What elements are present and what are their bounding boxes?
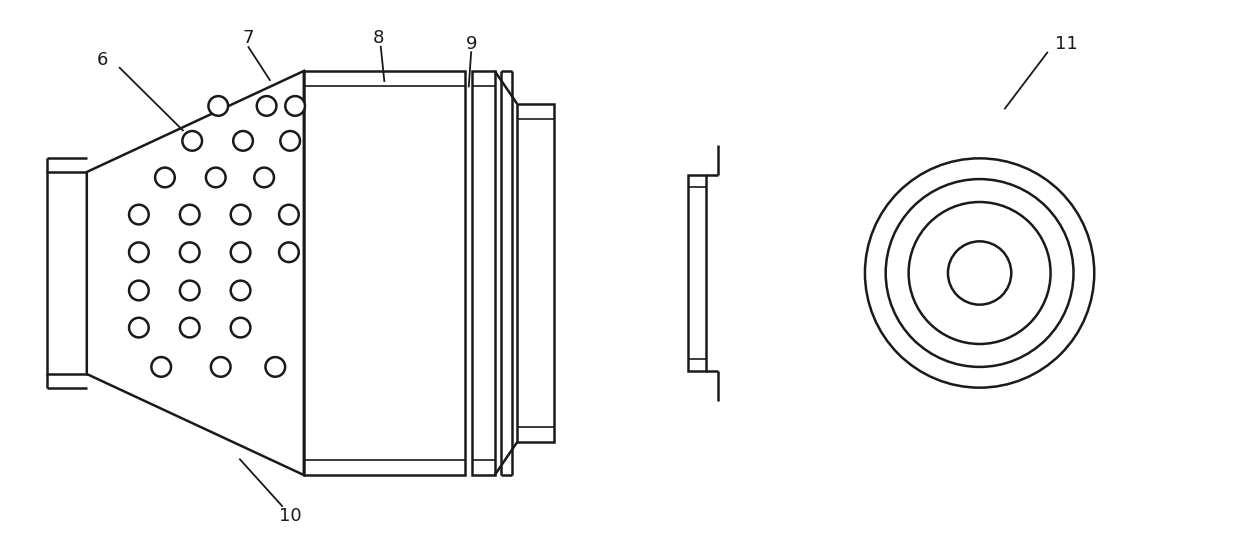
Bar <box>47 172 87 374</box>
Ellipse shape <box>909 202 1050 344</box>
Text: 6: 6 <box>97 51 109 69</box>
Ellipse shape <box>866 158 1094 388</box>
Ellipse shape <box>231 281 250 300</box>
Bar <box>688 175 706 371</box>
Bar <box>472 71 495 475</box>
Ellipse shape <box>257 96 277 116</box>
Ellipse shape <box>129 318 149 337</box>
Ellipse shape <box>231 205 250 224</box>
Ellipse shape <box>180 205 200 224</box>
Text: 10: 10 <box>279 507 301 525</box>
Ellipse shape <box>233 131 253 151</box>
Text: 8: 8 <box>372 29 384 47</box>
Ellipse shape <box>180 242 200 262</box>
Text: 9: 9 <box>465 35 477 52</box>
Ellipse shape <box>180 281 200 300</box>
Ellipse shape <box>885 179 1074 367</box>
Polygon shape <box>87 71 304 475</box>
Ellipse shape <box>151 357 171 377</box>
Ellipse shape <box>129 242 149 262</box>
Text: 11: 11 <box>1055 35 1078 52</box>
Ellipse shape <box>280 131 300 151</box>
Ellipse shape <box>129 281 149 300</box>
Ellipse shape <box>182 131 202 151</box>
Text: 7: 7 <box>242 29 254 47</box>
Ellipse shape <box>208 96 228 116</box>
Ellipse shape <box>254 168 274 187</box>
Ellipse shape <box>279 205 299 224</box>
Bar <box>517 104 554 442</box>
Ellipse shape <box>155 168 175 187</box>
Ellipse shape <box>231 242 250 262</box>
Ellipse shape <box>285 96 305 116</box>
Ellipse shape <box>129 205 149 224</box>
Ellipse shape <box>231 318 250 337</box>
Ellipse shape <box>279 242 299 262</box>
Ellipse shape <box>206 168 226 187</box>
Ellipse shape <box>180 318 200 337</box>
Bar <box>304 71 465 475</box>
Ellipse shape <box>947 241 1012 305</box>
Ellipse shape <box>265 357 285 377</box>
Ellipse shape <box>211 357 231 377</box>
